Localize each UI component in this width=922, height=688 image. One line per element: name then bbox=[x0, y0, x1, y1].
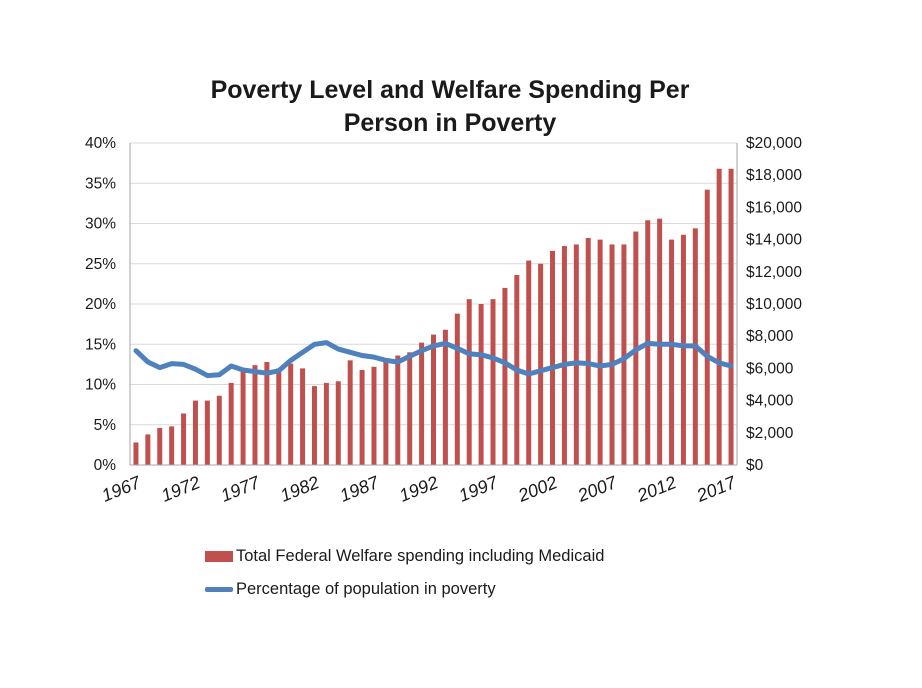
poverty-line bbox=[133, 340, 734, 379]
right-axis-ticks: $0 $2,000 $4,000 $6,000 $8,000 $10,000 $12,000… bbox=[746, 135, 802, 474]
right-tick-label: $10,000 bbox=[746, 296, 802, 313]
left-tick-label: 0% bbox=[94, 457, 117, 474]
right-tick-label: $0 bbox=[746, 457, 764, 474]
left-tick-label: 10% bbox=[85, 377, 116, 394]
bar bbox=[704, 189, 710, 465]
x-tick-label: 1977 bbox=[218, 472, 264, 506]
x-tick-label: 1967 bbox=[99, 472, 145, 506]
right-tick-label: $20,000 bbox=[746, 135, 802, 152]
right-tick-label: $2,000 bbox=[746, 425, 794, 442]
bar bbox=[145, 434, 151, 465]
bar bbox=[597, 239, 603, 465]
legend-item-line: Percentage of population in poverty bbox=[205, 580, 496, 599]
x-tick-label: 1997 bbox=[456, 472, 502, 506]
left-tick-label: 20% bbox=[85, 296, 116, 313]
bar bbox=[585, 237, 591, 465]
bar bbox=[288, 363, 294, 465]
bar bbox=[228, 382, 234, 465]
bar-series bbox=[133, 168, 734, 465]
right-tick-label: $4,000 bbox=[746, 393, 794, 410]
bar bbox=[216, 395, 222, 465]
right-tick-label: $14,000 bbox=[746, 232, 802, 249]
bar bbox=[680, 234, 686, 465]
left-tick-label: 25% bbox=[85, 256, 116, 273]
legend-swatch-line bbox=[205, 587, 233, 592]
bar bbox=[609, 244, 615, 465]
bar bbox=[133, 442, 139, 465]
bar bbox=[204, 400, 210, 465]
bar bbox=[573, 244, 579, 465]
left-tick-label: 40% bbox=[85, 135, 116, 152]
axes bbox=[129, 143, 738, 466]
bar bbox=[323, 382, 329, 465]
bar bbox=[300, 368, 306, 465]
x-tick-label: 1972 bbox=[158, 472, 203, 506]
right-tick-label: $8,000 bbox=[746, 328, 794, 345]
bar bbox=[252, 365, 258, 465]
right-tick-label: $12,000 bbox=[746, 264, 802, 281]
bar bbox=[431, 334, 436, 465]
bar bbox=[716, 168, 722, 465]
legend-item-bars: Total Federal Welfare spending including… bbox=[205, 547, 604, 566]
bar bbox=[538, 263, 544, 465]
bar bbox=[669, 239, 675, 465]
bar bbox=[466, 299, 472, 465]
bar bbox=[383, 360, 389, 465]
bar bbox=[728, 168, 734, 465]
bar bbox=[442, 329, 448, 465]
left-tick-label: 35% bbox=[85, 175, 116, 192]
bar bbox=[561, 246, 567, 465]
x-tick-label: 2007 bbox=[574, 472, 620, 506]
legend-label-line: Percentage of population in poverty bbox=[236, 580, 496, 598]
chart-title-line1: Poverty Level and Welfare Spending Per bbox=[210, 76, 690, 104]
bar bbox=[502, 287, 508, 465]
bar bbox=[359, 370, 365, 465]
bar bbox=[169, 426, 175, 465]
bar bbox=[419, 342, 425, 465]
bar bbox=[395, 355, 401, 465]
bar bbox=[371, 366, 377, 465]
bar bbox=[550, 250, 556, 465]
bar bbox=[478, 304, 484, 465]
chart-title: Poverty Level and Welfare Spending Per P… bbox=[140, 74, 760, 140]
bar bbox=[276, 368, 282, 465]
chart-title-line2: Person in Poverty bbox=[343, 109, 557, 137]
x-tick-label: 2017 bbox=[693, 472, 739, 506]
bar bbox=[407, 352, 413, 465]
x-tick-label: 2002 bbox=[514, 472, 560, 506]
bar bbox=[335, 381, 341, 465]
left-tick-label: 15% bbox=[85, 336, 116, 353]
x-tick-label: 1982 bbox=[277, 472, 322, 506]
right-tick-label: $16,000 bbox=[746, 199, 802, 216]
x-tick-label: 1987 bbox=[337, 472, 383, 506]
bar bbox=[240, 371, 246, 465]
bar bbox=[311, 386, 317, 465]
bar bbox=[192, 400, 198, 465]
bar bbox=[621, 244, 627, 465]
bar bbox=[526, 260, 532, 465]
left-tick-label: 5% bbox=[94, 417, 117, 434]
legend-swatch-bars bbox=[205, 551, 233, 562]
left-axis-ticks: 0% 5% 10% 15% 20% 25% 30% 35% 40% bbox=[85, 135, 116, 474]
x-tick-label: 1992 bbox=[396, 472, 441, 506]
bar bbox=[490, 299, 496, 465]
left-tick-label: 30% bbox=[85, 216, 116, 233]
legend-label-bars: Total Federal Welfare spending including… bbox=[236, 547, 605, 565]
x-axis-ticks: 1967 1972 1977 1982 1987 1992 1997 2002 2007 2012… bbox=[99, 472, 740, 506]
right-tick-label: $18,000 bbox=[746, 167, 802, 184]
bar bbox=[347, 360, 353, 465]
x-tick-label: 2012 bbox=[633, 472, 679, 506]
right-tick-label: $6,000 bbox=[746, 360, 794, 377]
line-series bbox=[133, 340, 734, 379]
bar bbox=[157, 427, 163, 465]
bar bbox=[264, 361, 270, 465]
bar bbox=[181, 413, 187, 465]
bar bbox=[454, 313, 460, 465]
